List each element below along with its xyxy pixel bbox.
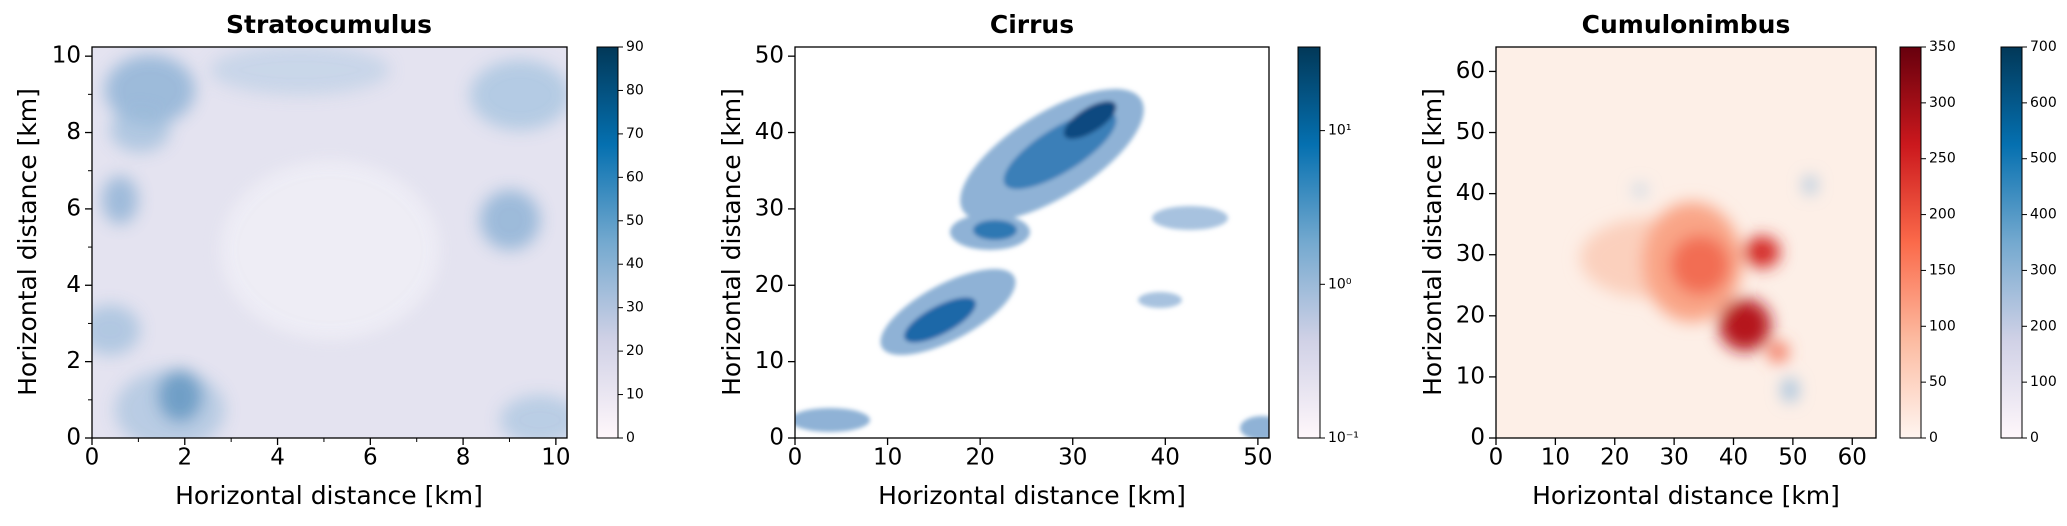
y-axis-label: Horizontal distance [km] [13, 88, 42, 396]
colorbar-tick-label: 20 [626, 343, 644, 359]
field-texture [795, 47, 1269, 438]
y-tick-label: 60 [1456, 58, 1485, 84]
colorbar-tick-label: 150 [1929, 262, 1956, 278]
x-tick-label: 50 [1243, 445, 1272, 471]
x-axis-label: Horizontal distance [km] [175, 481, 483, 510]
x-tick-label: 0 [1489, 445, 1504, 471]
y-tick-label: 20 [755, 272, 784, 298]
x-tick-label: 40 [1719, 445, 1748, 471]
x-tick-label: 40 [1151, 445, 1180, 471]
colorbar-tick-label: 70 [626, 126, 644, 142]
y-tick-label: 20 [1456, 302, 1485, 328]
x-tick-label: 30 [1659, 445, 1688, 471]
y-tick-label: 10 [1456, 363, 1485, 389]
colorbar-tick-label: 300 [1929, 95, 1956, 111]
y-tick-label: 40 [755, 119, 784, 145]
titles: Stratocumulus Cirrus Cumulonimbus Horizo… [13, 10, 1840, 510]
y-tick-label: 6 [66, 195, 81, 221]
colorbar-tick-label: 80 [626, 82, 644, 98]
field-texture [92, 47, 567, 438]
plot-frame [794, 46, 1270, 439]
colorbar-tick-label: 350 [1929, 39, 1956, 55]
colorbar [1297, 46, 1321, 439]
y-tick-label: 8 [66, 119, 81, 145]
colorbar-tick-label: 400 [2030, 207, 2057, 223]
y-tick-label: 2 [66, 348, 81, 374]
y-tick-label: 50 [755, 43, 784, 69]
colorbar [596, 46, 619, 439]
colorbar [2000, 46, 2023, 439]
x-tick-label: 50 [1778, 445, 1807, 471]
y-tick-label: 50 [1456, 119, 1485, 145]
chart-title: Cumulonimbus [1582, 10, 1791, 39]
colorbar-tick-label: 90 [626, 39, 644, 55]
y-tick-label: 30 [1456, 241, 1485, 267]
x-tick-label: 60 [1838, 445, 1867, 471]
colorbar-tick-label: 50 [1929, 374, 1947, 390]
colorbar-tick-label: 200 [2030, 318, 2057, 334]
colorbar-tick-label: 0 [1929, 430, 1938, 446]
x-tick-label: 4 [270, 445, 285, 471]
colorbar-tick-label: 10¹ [1328, 123, 1351, 139]
colorbar-tick-label: 500 [2030, 151, 2057, 167]
x-tick-label: 8 [456, 445, 471, 471]
plot-frame [1495, 46, 1877, 439]
x-tick-label: 10 [1541, 445, 1570, 471]
colorbar-tick-label: 200 [1929, 207, 1956, 223]
x-axis-label: Horizontal distance [km] [1532, 481, 1840, 510]
x-tick-label: 6 [363, 445, 378, 471]
colorbar [1899, 46, 1922, 439]
colorbar-tick-label: 0 [2030, 430, 2039, 446]
chart-title: Stratocumulus [226, 10, 432, 39]
x-tick-label: 20 [1600, 445, 1629, 471]
colorbar-tick-label: 10⁻¹ [1328, 430, 1359, 446]
y-tick-label: 4 [66, 272, 81, 298]
colorbar-tick-label: 40 [626, 256, 644, 272]
colorbar-tick-label: 60 [626, 169, 644, 185]
x-tick-label: 10 [541, 445, 570, 471]
colorbar-tick-label: 600 [2030, 95, 2057, 111]
y-axis-label: Horizontal distance [km] [717, 88, 746, 396]
chart-title: Cirrus [990, 10, 1074, 39]
colorbar-tick-label: 100 [2030, 374, 2057, 390]
x-tick-label: 2 [177, 445, 192, 471]
x-tick-label: 0 [788, 445, 803, 471]
x-tick-label: 10 [873, 445, 902, 471]
x-tick-label: 30 [1058, 445, 1087, 471]
plot-frame [91, 46, 568, 439]
colorbar-tick-label: 0 [626, 430, 635, 446]
y-tick-label: 0 [66, 425, 81, 451]
colorbar-tick-label: 250 [1929, 151, 1956, 167]
y-tick-label: 40 [1456, 180, 1485, 206]
colorbar-tick-label: 10 [626, 387, 644, 403]
y-tick-label: 30 [755, 195, 784, 221]
y-axis-label: Horizontal distance [km] [1418, 88, 1447, 396]
y-tick-label: 0 [769, 425, 784, 451]
colorbar-tick-label: 100 [1929, 318, 1956, 334]
x-tick-label: 0 [85, 445, 100, 471]
x-tick-label: 20 [966, 445, 995, 471]
y-tick-label: 0 [1470, 425, 1485, 451]
colorbar-tick-label: 700 [2030, 39, 2057, 55]
x-axis-label: Horizontal distance [km] [878, 481, 1186, 510]
colorbar-tick-label: 50 [626, 213, 644, 229]
field-texture [1496, 47, 1876, 438]
colorbar-tick-label: 300 [2030, 262, 2057, 278]
colorbar-tick-label: 30 [626, 300, 644, 316]
y-tick-label: 10 [52, 43, 81, 69]
y-tick-label: 10 [755, 348, 784, 374]
colorbar-tick-label: 10⁰ [1328, 276, 1352, 292]
